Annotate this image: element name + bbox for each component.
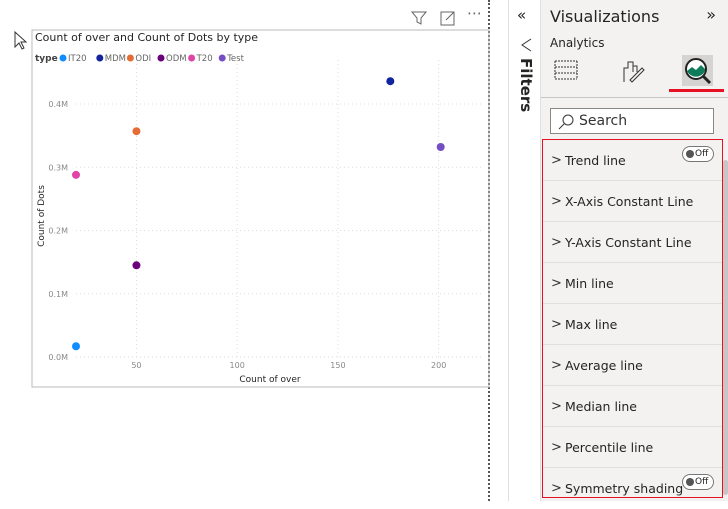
data-point-odi[interactable]	[132, 127, 141, 136]
analytics-icon	[685, 58, 712, 85]
focus-mode-icon[interactable]	[440, 10, 456, 26]
analytics-tab[interactable]	[682, 55, 713, 86]
data-point-it20[interactable]	[72, 342, 80, 351]
chevron-right-icon: >	[551, 357, 562, 373]
legend-item[interactable]: ODI	[135, 54, 151, 64]
x-tick-label: 150	[330, 361, 345, 370]
data-point-test[interactable]	[436, 143, 445, 152]
data-point-t20[interactable]	[72, 170, 80, 179]
legend-title: type	[35, 54, 58, 64]
data-point-odm[interactable]	[132, 261, 141, 270]
chevron-right-icon: >	[551, 439, 562, 455]
chart-title: Count of over and Count of Dots by type	[35, 31, 258, 44]
analytics-item[interactable]: > Min line	[543, 263, 722, 304]
legend-item[interactable]: T20	[196, 54, 213, 64]
toggle-label: Off	[695, 149, 709, 159]
more-options-icon[interactable]: ⋯	[467, 4, 482, 22]
legend-marker	[157, 54, 165, 62]
filters-pane[interactable]: « Filters	[508, 0, 541, 501]
scatter-chart[interactable]: Count of over and Count of Dots by type …	[0, 0, 490, 501]
toggle-knob	[686, 150, 694, 158]
chevron-right-icon: >	[551, 275, 562, 291]
search-input[interactable]: Search	[550, 108, 714, 134]
collapse-filters-icon[interactable]: «	[517, 6, 527, 24]
legend-item[interactable]: MDM	[105, 54, 126, 64]
fields-tab-icon[interactable]	[553, 58, 579, 84]
analytics-item[interactable]: > Max line	[543, 304, 722, 345]
active-tab-indicator	[669, 89, 724, 92]
item-label: Min line	[565, 275, 614, 291]
scrollbar[interactable]	[723, 160, 728, 495]
analytics-item[interactable]: > X-Axis Constant Line	[543, 181, 722, 222]
chevron-right-icon: >	[551, 481, 562, 496]
y-tick-label: 0.1M	[48, 290, 68, 299]
filters-label: Filters	[517, 58, 535, 113]
item-label: Average line	[565, 357, 643, 373]
legend-marker	[59, 54, 67, 62]
chevron-right-icon: >	[551, 398, 562, 414]
visualizations-pane: Visualizations » Analytics Search > Trend…	[541, 0, 728, 501]
x-axis-label: Count of over	[239, 375, 300, 385]
toggle-knob	[686, 478, 694, 486]
toggle-label: Off	[695, 477, 709, 487]
legend-item[interactable]: ODM	[166, 54, 187, 64]
item-label: Median line	[565, 398, 637, 414]
chevron-right-icon: >	[551, 152, 562, 168]
item-label: Max line	[565, 316, 618, 332]
item-label: X-Axis Constant Line	[565, 193, 694, 209]
analytics-item[interactable]: > Average line	[543, 345, 722, 386]
pane-title: Visualizations	[550, 7, 660, 26]
item-label: Percentile line	[565, 439, 654, 455]
analytics-item[interactable]: > Y-Axis Constant Line	[543, 222, 722, 263]
legend-marker	[218, 54, 226, 62]
y-tick-label: 0.3M	[48, 163, 68, 172]
visual-border	[31, 29, 490, 388]
expand-pane-icon[interactable]: »	[706, 5, 716, 24]
toggle-switch[interactable]: Off	[682, 474, 714, 490]
legend-marker	[126, 54, 134, 62]
pane-subtitle: Analytics	[550, 36, 605, 50]
analytics-item[interactable]: > Percentile line	[543, 427, 722, 468]
chevron-right-icon: >	[551, 316, 562, 332]
format-tab-icon[interactable]	[620, 58, 646, 84]
y-tick-label: 0.2M	[48, 227, 68, 236]
report-canvas: Count of over and Count of Dots by type …	[0, 0, 490, 501]
analytics-list: > Trend line Off > X-Axis Constant Line > Y-Ax…	[542, 139, 723, 498]
toggle-switch[interactable]: Off	[682, 146, 714, 162]
legend-marker	[96, 54, 104, 62]
search-icon	[558, 114, 574, 130]
filter-icon[interactable]	[411, 10, 427, 26]
legend-item[interactable]: Test	[226, 54, 244, 64]
analytics-item[interactable]: > Median line	[543, 386, 722, 427]
analytics-item[interactable]: > Symmetry shading Off	[543, 468, 722, 509]
chevron-right-icon: >	[551, 193, 562, 209]
item-label: Symmetry shading	[565, 481, 684, 496]
x-tick-label: 200	[431, 361, 446, 370]
legend-item[interactable]: IT20	[68, 54, 87, 64]
pane-tabs	[541, 52, 728, 98]
data-point-mdm[interactable]	[386, 77, 395, 86]
search-placeholder: Search	[579, 113, 628, 129]
y-tick-label: 0.4M	[48, 100, 68, 109]
chevron-right-icon: >	[551, 234, 562, 250]
item-label: Y-Axis Constant Line	[565, 234, 692, 250]
x-tick-label: 50	[131, 361, 141, 370]
filter-icon	[521, 38, 532, 52]
x-tick-label: 100	[230, 361, 245, 370]
analytics-item[interactable]: > Trend line Off	[543, 140, 722, 181]
cursor-icon	[14, 30, 28, 50]
y-tick-label: 0.0M	[48, 353, 68, 362]
item-label: Trend line	[565, 152, 626, 168]
legend-marker	[188, 54, 196, 62]
y-axis-label: Count of Dots	[37, 185, 47, 247]
